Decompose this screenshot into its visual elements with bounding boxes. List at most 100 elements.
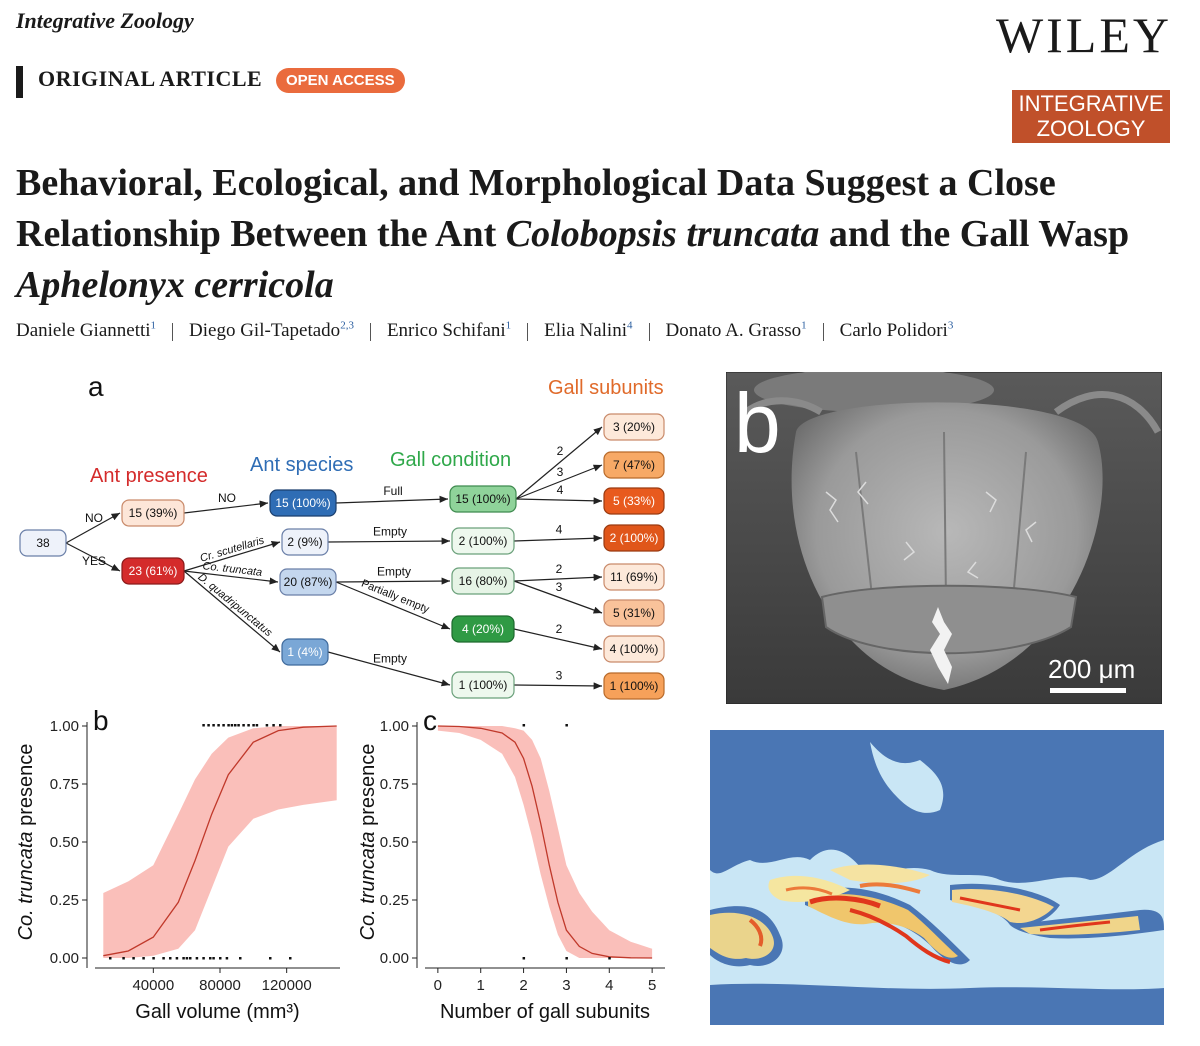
logo-line-2: ZOOLOGY: [1036, 116, 1146, 141]
tree-node-label: 2 (100%): [459, 534, 508, 548]
header-ant-presence: Ant presence: [90, 465, 208, 487]
x-axis-label: Gall volume (mm³): [135, 1001, 299, 1023]
tree-node: [603, 599, 665, 627]
tree-node-label: 3 (20%): [613, 420, 655, 434]
tree-edge-label: 2: [556, 622, 563, 636]
author-separator: [648, 322, 650, 341]
scale-bar-label: 200 μm: [1048, 654, 1135, 684]
tree-node-label: 1 (100%): [459, 678, 508, 692]
tree-node: [449, 485, 517, 513]
tree-node: [279, 568, 337, 596]
author-affiliation: 1: [505, 320, 512, 332]
title-species-2: Aphelonyx cerricola: [16, 264, 334, 306]
tree-node-label: 16 (80%): [459, 574, 508, 588]
data-point: [279, 724, 282, 727]
tree-edge-label: 3: [556, 669, 563, 683]
author-name[interactable]: Carlo Polidori3: [839, 320, 954, 342]
tree-node-label: 15 (39%): [129, 506, 178, 520]
tree-node-label: 4 (100%): [610, 642, 659, 656]
tree-edge: [335, 577, 451, 585]
author-name[interactable]: Elia Nalini4: [544, 320, 633, 342]
data-point: [122, 957, 125, 960]
panel-label-b-sem: b: [734, 376, 781, 470]
tree-edge: [183, 500, 269, 514]
tree-node: [19, 529, 67, 557]
author-separator: [369, 322, 371, 341]
tree-edge-label: 4: [556, 523, 563, 537]
tree-node: [603, 413, 665, 441]
x-tick-label: 5: [648, 977, 656, 994]
author-name[interactable]: Daniele Giannetti1: [16, 320, 157, 342]
data-point: [212, 957, 215, 960]
data-point: [265, 724, 269, 727]
y-tick-label: 1.00: [380, 718, 409, 735]
tree-edge-label: 2: [557, 444, 564, 458]
title-part-1: Behavioral, Ecological, and Morphologica…: [16, 162, 1056, 255]
tree-node: [281, 638, 329, 666]
y-axis-label: Co. truncata presence: [15, 744, 37, 941]
data-point: [225, 957, 229, 960]
author-name[interactable]: Donato A. Grasso1: [665, 320, 807, 342]
data-point: [169, 957, 172, 960]
data-point: [227, 724, 230, 727]
tree-edge: [183, 570, 281, 653]
journal-name: Integrative Zoology: [16, 8, 194, 33]
tree-node-label: 5 (33%): [613, 494, 655, 508]
tree-node-label: 2 (9%): [287, 535, 322, 549]
tree-edge: [65, 512, 121, 544]
tree-node-label: 5 (31%): [613, 606, 655, 620]
data-point: [247, 724, 250, 727]
author-name[interactable]: Diego Gil-Tapetado2,3: [189, 320, 354, 342]
author-name[interactable]: Enrico Schifani1: [386, 320, 512, 342]
data-point: [252, 724, 255, 727]
tree-edge: [513, 580, 603, 614]
logo-line-1: INTEGRATIVE: [1018, 91, 1164, 116]
data-point: [189, 957, 192, 960]
data-point: [175, 957, 179, 960]
fitted-curve: [103, 725, 337, 957]
y-axis-label: Co. truncata presence: [357, 744, 379, 941]
panel-label-a: a: [88, 371, 104, 402]
author-affiliation: 1: [150, 320, 157, 332]
x-tick-label: 1: [477, 977, 485, 994]
tree-edge: [515, 497, 603, 505]
scale-bar: [1050, 688, 1126, 693]
chart-gall-subunits: 0 1 2 3 4 5 0.00 0.25 0.50 0.75 1.00 Number of gall…: [357, 705, 665, 1023]
data-point: [522, 724, 526, 727]
y-tick-label: 0.25: [50, 892, 79, 909]
tree-node: [121, 499, 185, 527]
author-separator: [527, 322, 529, 341]
tree-node: [451, 527, 515, 555]
y-tick-label: 0.75: [50, 776, 79, 793]
tree-edge: [327, 651, 451, 687]
publisher-logo: WILEY: [995, 7, 1172, 63]
header-ant-species: Ant species: [250, 454, 353, 476]
data-point: [152, 957, 155, 960]
header-gall-subunits: Gall subunits: [548, 377, 664, 399]
sem-micrograph: b 200 μm: [726, 372, 1162, 704]
tree-edge: [335, 581, 451, 630]
data-point: [242, 724, 245, 727]
x-tick-label: 120000: [262, 977, 312, 994]
tree-node-label: 7 (47%): [613, 458, 655, 472]
data-point: [217, 724, 220, 727]
data-point: [222, 724, 225, 727]
tree-node: [603, 487, 665, 515]
panel-label: c: [423, 705, 437, 736]
tree-edge: [513, 534, 603, 542]
data-point: [269, 957, 272, 960]
tree-node: [269, 489, 337, 517]
data-point: [230, 724, 234, 727]
tree-edge-label: NO: [85, 511, 103, 525]
tree-node-label: 15 (100%): [275, 496, 330, 510]
data-point: [522, 957, 526, 960]
data-point: [289, 957, 292, 960]
data-point: [109, 957, 112, 960]
fitted-curve: [437, 725, 653, 959]
author-affiliation: 1: [801, 320, 807, 332]
tree-edge-label: Empty: [373, 525, 407, 539]
y-tick-label: 0.75: [380, 776, 409, 793]
article-type-bar: [16, 66, 23, 98]
author-affiliation: 2,3: [340, 320, 354, 332]
data-point: [212, 724, 215, 727]
